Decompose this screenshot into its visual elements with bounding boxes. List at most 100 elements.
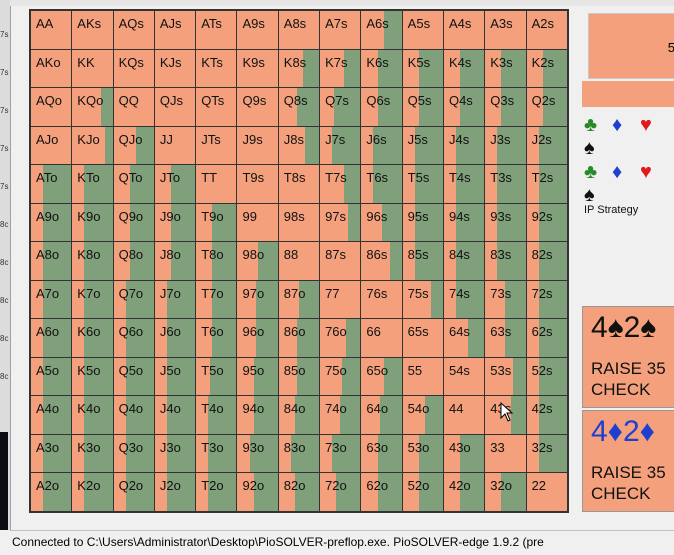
hand-cell[interactable]: 86o <box>277 318 321 358</box>
hand-cell[interactable]: T4s <box>442 164 486 204</box>
hand-cell[interactable]: 42s <box>525 395 569 435</box>
club-icon[interactable]: ♣ <box>584 114 598 136</box>
hand-cell[interactable]: J5o <box>153 356 197 397</box>
hand-cell[interactable]: Q5s <box>401 87 444 127</box>
strategy-card-spades[interactable]: 4♠2♠ RAISE 35 CHECK <box>582 306 674 408</box>
hand-cell[interactable]: 43o <box>442 433 486 474</box>
hand-cell[interactable]: T5o <box>195 356 238 397</box>
hand-cell[interactable]: 53o <box>401 433 444 474</box>
hand-cell[interactable]: 76s <box>360 279 403 320</box>
spade-icon[interactable]: ♠ <box>584 184 595 206</box>
hand-cell[interactable]: T7s <box>319 164 362 204</box>
hand-cell[interactable]: 87s <box>319 241 362 281</box>
hand-cell[interactable]: Q4o <box>112 395 155 435</box>
hand-cell[interactable]: 87o <box>277 279 321 320</box>
diamond-icon[interactable]: ♦ <box>612 114 623 136</box>
hand-cell[interactable]: 32s <box>525 433 569 474</box>
hand-cell[interactable]: KJo <box>71 125 114 166</box>
hand-cell[interactable]: K4s <box>442 48 486 89</box>
hand-cell[interactable]: 53s <box>484 356 527 397</box>
hand-cell[interactable]: KTs <box>195 48 238 89</box>
hand-cell[interactable]: T3s <box>484 164 527 204</box>
hand-cell[interactable]: KJs <box>153 48 197 89</box>
hand-cell[interactable]: 77 <box>319 279 362 320</box>
hand-cell[interactable]: 52s <box>525 356 569 397</box>
hand-cell[interactable]: Q2s <box>525 87 569 127</box>
hand-cell[interactable]: 75s <box>401 279 444 320</box>
heart-icon[interactable]: ♥ <box>640 161 652 183</box>
hand-cell[interactable]: Q4s <box>442 87 486 127</box>
hand-cell[interactable]: 93o <box>236 433 279 474</box>
hand-cell[interactable]: 22 <box>525 472 569 512</box>
hand-cell[interactable]: A5o <box>29 356 73 397</box>
hand-cell[interactable]: AKo <box>29 48 73 89</box>
hand-cell[interactable]: Q6o <box>112 318 155 358</box>
hand-cell[interactable]: A4o <box>29 395 73 435</box>
hand-cell[interactable]: 52o <box>401 472 444 512</box>
hand-cell[interactable]: 65o <box>360 356 403 397</box>
hand-cell[interactable]: 66 <box>360 318 403 358</box>
hand-cell[interactable]: AJo <box>29 125 73 166</box>
hand-cell[interactable]: T8o <box>195 241 238 281</box>
hand-cell[interactable]: 95s <box>401 202 444 243</box>
hand-cell[interactable]: A8s <box>277 10 321 50</box>
action-bar[interactable] <box>582 81 674 107</box>
hand-cell[interactable]: J3o <box>153 433 197 474</box>
hand-cell[interactable]: K5s <box>401 48 444 89</box>
hand-cell[interactable]: T5s <box>401 164 444 204</box>
hand-cell[interactable]: Q6s <box>360 87 403 127</box>
hand-cell[interactable]: Q8o <box>112 241 155 281</box>
hand-cell[interactable]: 94o <box>236 395 279 435</box>
hand-cell[interactable]: A2o <box>29 472 73 512</box>
hand-cell[interactable]: 96s <box>360 202 403 243</box>
hand-cell[interactable]: 74s <box>442 279 486 320</box>
hand-cell[interactable]: J2s <box>525 125 569 166</box>
hand-cell[interactable]: 84s <box>442 241 486 281</box>
hand-cell[interactable]: 84o <box>277 395 321 435</box>
hand-cell[interactable]: J2o <box>153 472 197 512</box>
hand-cell[interactable]: T2o <box>195 472 238 512</box>
club-icon[interactable]: ♣ <box>584 161 598 183</box>
hand-cell[interactable]: J9s <box>236 125 279 166</box>
hand-cell[interactable]: 98o <box>236 241 279 281</box>
hand-cell[interactable]: T7o <box>195 279 238 320</box>
hand-cell[interactable]: 43s <box>484 395 527 435</box>
hand-cell[interactable]: TT <box>195 164 238 204</box>
hand-cell[interactable]: 85o <box>277 356 321 397</box>
hand-cell[interactable]: Q7s <box>319 87 362 127</box>
hand-cell[interactable]: J7s <box>319 125 362 166</box>
hand-cell[interactable]: J8o <box>153 241 197 281</box>
hand-cell[interactable]: 54s <box>442 356 486 397</box>
hand-cell[interactable]: T8s <box>277 164 321 204</box>
hand-cell[interactable]: T6o <box>195 318 238 358</box>
hand-cell[interactable]: QTs <box>195 87 238 127</box>
hand-cell[interactable]: K2s <box>525 48 569 89</box>
hand-cell[interactable]: 62s <box>525 318 569 358</box>
hand-cell[interactable]: A4s <box>442 10 486 50</box>
hand-cell[interactable]: K9s <box>236 48 279 89</box>
hand-cell[interactable]: A3o <box>29 433 73 474</box>
hand-cell[interactable]: T2s <box>525 164 569 204</box>
hand-cell[interactable]: T9o <box>195 202 238 243</box>
hand-cell[interactable]: T4o <box>195 395 238 435</box>
hand-cell[interactable]: J3s <box>484 125 527 166</box>
hand-cell[interactable]: 62o <box>360 472 403 512</box>
hand-cell[interactable]: Q3s <box>484 87 527 127</box>
hand-cell[interactable]: K6s <box>360 48 403 89</box>
diamond-icon[interactable]: ♦ <box>612 161 623 183</box>
hand-cell[interactable]: ATo <box>29 164 73 204</box>
hand-cell[interactable]: KTo <box>71 164 114 204</box>
hand-cell[interactable]: 99 <box>236 202 279 243</box>
hand-cell[interactable]: Q7o <box>112 279 155 320</box>
hand-cell[interactable]: K6o <box>71 318 114 358</box>
hand-cell[interactable]: K2o <box>71 472 114 512</box>
hand-cell[interactable]: K5o <box>71 356 114 397</box>
hand-cell[interactable]: 64o <box>360 395 403 435</box>
strategy-card-diamonds[interactable]: 4♦2♦ RAISE 35 CHECK <box>582 410 674 512</box>
hand-cell[interactable]: KQs <box>112 48 155 89</box>
spade-icon[interactable]: ♠ <box>584 137 595 159</box>
hand-cell[interactable]: 85s <box>401 241 444 281</box>
hand-cell[interactable]: K9o <box>71 202 114 243</box>
hand-cell[interactable]: 64s <box>442 318 486 358</box>
hand-cell[interactable]: AKs <box>71 10 114 50</box>
